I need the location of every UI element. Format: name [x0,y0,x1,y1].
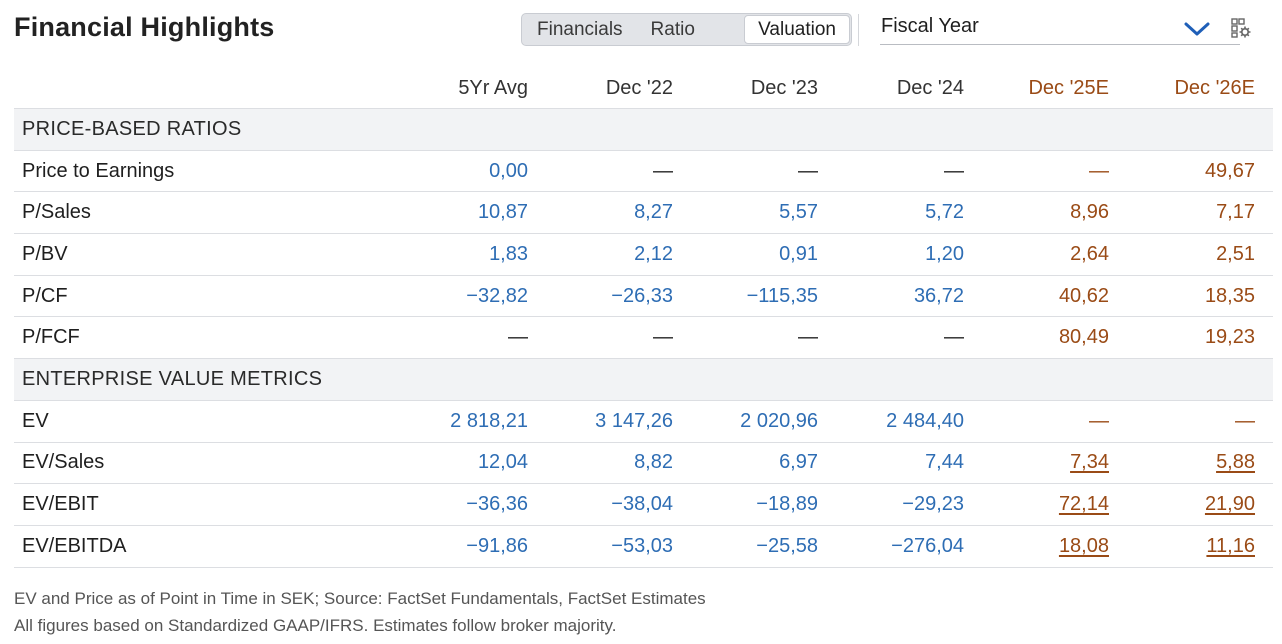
row-label: P/BV [22,242,68,265]
value-cell: 80,49 [1058,326,1109,349]
value-cell: — [944,159,964,182]
value-cell: −53,03 [611,534,673,557]
value-cell: 2,64 [1070,242,1109,265]
value-cell: −36,36 [466,493,528,516]
value-cell: 2,12 [634,242,673,265]
row-label: EV/Sales [22,451,105,474]
table-row: EV/EBIT −36,36 −38,04 −18,89 −29,23 72,14 21,9… [14,484,1273,526]
row-label: EV/EBITDA [22,534,127,557]
estimate-value-link[interactable]: 21,90 [1204,493,1255,516]
divider [858,14,859,46]
table-row: P/Sales 10,87 8,27 5,57 5,72 8,96 7,17 [14,192,1273,235]
table-row: EV/EBITDA −91,86 −53,03 −25,58 −276,04 18,08 1… [14,526,1273,568]
row-label: Price to Earnings [22,159,175,182]
value-cell: 8,96 [1070,201,1109,224]
settings-grid-icon[interactable] [1230,17,1252,39]
value-cell: 7,44 [925,451,964,474]
table-row: P/CF −32,82 −26,33 −115,35 36,72 40,62 18,35 [14,276,1273,318]
row-label: P/FCF [22,326,80,349]
table-header-row: 5Yr Avg Dec '22 Dec '23 Dec '24 Dec '25E… [14,68,1273,109]
value-cell: 40,62 [1058,284,1109,307]
row-label: EV [22,409,49,432]
tab-valuation[interactable]: Valuation [744,15,850,44]
column-header: Dec '24 [896,76,964,99]
value-cell: 0,91 [779,242,818,265]
section-header-row: ENTERPRISE VALUE METRICS [14,359,1273,401]
value-cell: — [1089,409,1109,432]
column-header: Dec '22 [605,76,673,99]
value-cell: 0,00 [489,159,528,182]
value-cell: 10,87 [477,201,528,224]
value-cell: 5,72 [925,201,964,224]
page-title: Financial Highlights [14,12,275,42]
value-cell: −276,04 [891,534,964,557]
value-cell: — [798,159,818,182]
estimate-value-link[interactable]: 72,14 [1058,493,1109,516]
value-cell: 2,51 [1216,242,1255,265]
value-cell: −25,58 [756,534,818,557]
column-header-estimate: Dec '25E [1028,76,1109,99]
footnote: EV and Price as of Point in Time in SEK;… [14,589,706,608]
value-cell: 49,67 [1204,159,1255,182]
value-cell: 7,17 [1216,201,1255,224]
row-label: P/CF [22,284,68,307]
value-cell: −26,33 [611,284,673,307]
value-cell: — [944,326,964,349]
period-select-value: Fiscal Year [881,15,979,37]
value-cell: 18,35 [1204,284,1255,307]
value-cell: −115,35 [746,284,818,307]
value-cell: −32,82 [466,284,528,307]
table-row: P/BV 1,83 2,12 0,91 1,20 2,64 2,51 [14,234,1273,276]
column-header-estimate: Dec '26E [1174,76,1255,99]
row-label: P/Sales [22,201,91,224]
table-row: P/FCF — — — — 80,49 19,23 [14,317,1273,360]
row-label: EV/EBIT [22,493,99,516]
estimate-value-link[interactable]: 7,34 [1070,451,1109,474]
view-tabs: Financials Ratio Valuation [521,13,852,46]
table-row: EV/Sales 12,04 8,82 6,97 7,44 7,34 5,88 [14,443,1273,485]
column-header: 5Yr Avg [458,76,528,99]
value-cell: −91,86 [466,534,528,557]
value-cell: 2 818,21 [450,409,528,432]
value-cell: 1,20 [925,242,964,265]
value-cell: — [653,326,673,349]
value-cell: −18,89 [756,493,818,516]
value-cell: 2 020,96 [740,409,818,432]
header: Financial Highlights Financials Ratio Va… [14,0,1272,60]
value-cell: −38,04 [611,493,673,516]
footnotes: EV and Price as of Point in Time in SEK;… [14,585,706,639]
value-cell: — [653,159,673,182]
valuation-table: 5Yr Avg Dec '22 Dec '23 Dec '24 Dec '25E… [14,68,1273,568]
value-cell: 12,04 [477,451,528,474]
value-cell: 8,82 [634,451,673,474]
value-cell: 3 147,26 [595,409,673,432]
tab-financials[interactable]: Financials [537,19,623,40]
value-cell: 19,23 [1204,326,1255,349]
value-cell: 5,57 [779,201,818,224]
value-cell: 1,83 [489,242,528,265]
section-title: ENTERPRISE VALUE METRICS [22,367,323,390]
section-title: PRICE-BASED RATIOS [22,117,242,140]
value-cell: — [508,326,528,349]
estimate-value-link[interactable]: 11,16 [1206,534,1255,557]
value-cell: — [1235,409,1255,432]
period-select[interactable]: Fiscal Year [880,12,1240,45]
value-cell: 8,27 [634,201,673,224]
estimate-value-link[interactable]: 18,08 [1058,534,1109,557]
value-cell: −29,23 [902,493,964,516]
value-cell: — [1089,159,1109,182]
value-cell: — [798,326,818,349]
column-header: Dec '23 [750,76,818,99]
table-row: EV 2 818,21 3 147,26 2 020,96 2 484,40 — — [14,401,1273,443]
value-cell: 2 484,40 [886,409,964,432]
value-cell: 36,72 [913,284,964,307]
estimate-value-link[interactable]: 5,88 [1216,451,1255,474]
footnote: All figures based on Standardized GAAP/I… [14,616,617,635]
tab-ratio[interactable]: Ratio [650,19,695,40]
value-cell: 6,97 [779,451,818,474]
chevron-down-icon [1184,22,1210,36]
table-row: Price to Earnings 0,00 — — — — 49,67 [14,151,1273,193]
section-header-row: PRICE-BASED RATIOS [14,109,1273,151]
